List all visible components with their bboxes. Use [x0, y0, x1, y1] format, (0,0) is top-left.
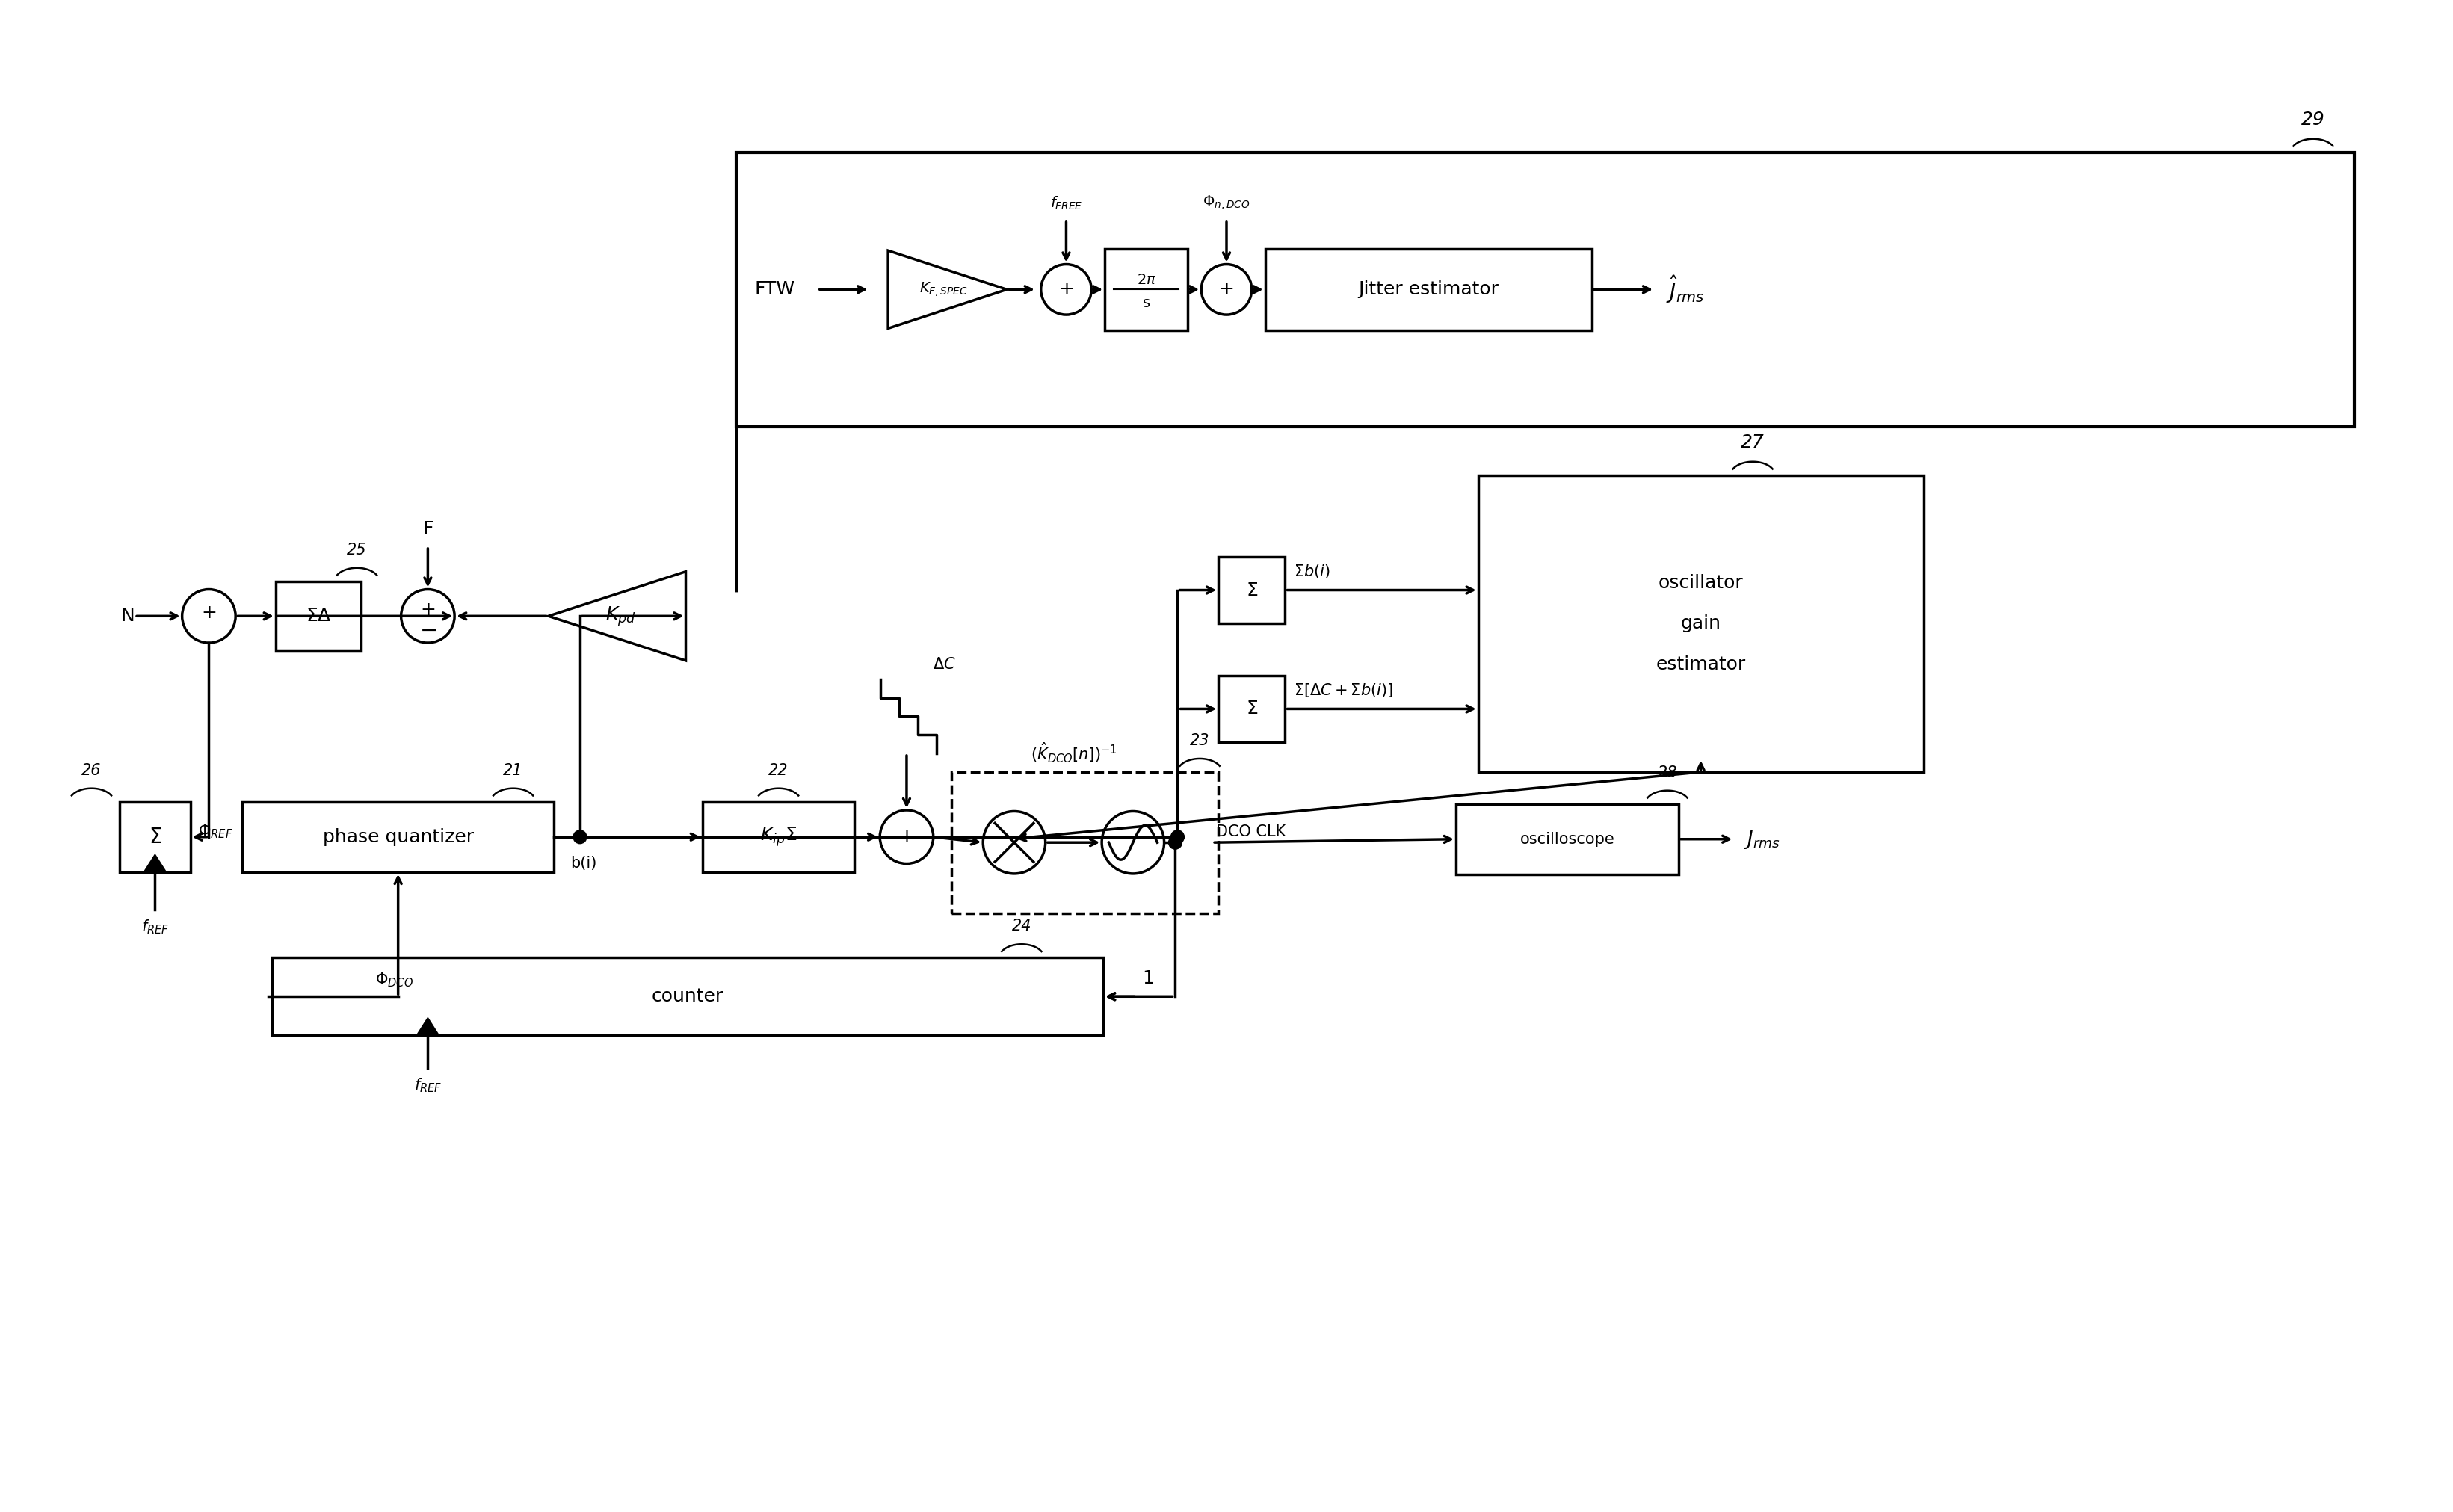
Text: oscilloscope: oscilloscope	[1521, 832, 1614, 847]
Text: $\Sigma\Delta$: $\Sigma\Delta$	[304, 608, 331, 624]
Circle shape	[574, 830, 586, 844]
Text: $\Delta C$: $\Delta C$	[932, 656, 957, 671]
Polygon shape	[145, 856, 164, 872]
Polygon shape	[888, 251, 1006, 328]
Text: s: s	[1143, 296, 1150, 310]
Bar	[952, 773, 1219, 913]
Text: +: +	[201, 605, 216, 621]
Text: $\hat{J}_{rms}$: $\hat{J}_{rms}$	[1666, 274, 1705, 305]
Bar	[1457, 804, 1678, 874]
Bar	[1479, 475, 1923, 773]
Text: 21: 21	[503, 764, 522, 777]
Text: N: N	[120, 608, 135, 624]
Bar	[272, 957, 1104, 1036]
Text: $\Sigma b(i)$: $\Sigma b(i)$	[1295, 562, 1330, 579]
Circle shape	[881, 810, 932, 863]
Text: $(\hat{K}_{DCO}[n])^{-1}$: $(\hat{K}_{DCO}[n])^{-1}$	[1030, 741, 1116, 765]
Text: $\Phi_{REF}$: $\Phi_{REF}$	[199, 823, 233, 839]
Text: 23: 23	[1190, 733, 1209, 748]
Bar	[1219, 676, 1285, 742]
Bar	[702, 801, 854, 872]
Text: $K_{pd}$: $K_{pd}$	[606, 605, 635, 627]
Text: oscillator: oscillator	[1658, 573, 1744, 591]
Text: 25: 25	[346, 543, 368, 558]
Text: +: +	[1219, 281, 1234, 298]
Circle shape	[984, 812, 1045, 874]
Circle shape	[1170, 830, 1185, 844]
Circle shape	[1101, 812, 1165, 874]
Text: +: +	[898, 829, 915, 845]
Bar	[1219, 556, 1285, 623]
Text: +: +	[419, 602, 437, 618]
Text: $f_{REF}$: $f_{REF}$	[142, 918, 169, 936]
Bar	[1104, 248, 1187, 330]
Text: 27: 27	[1742, 434, 1764, 451]
Polygon shape	[549, 572, 687, 661]
Bar	[120, 801, 191, 872]
Text: $J_{rms}$: $J_{rms}$	[1744, 829, 1781, 850]
Text: 29: 29	[2301, 110, 2325, 129]
Text: b(i): b(i)	[572, 856, 596, 871]
Circle shape	[1202, 265, 1251, 314]
Text: $K_{ip}\Sigma$: $K_{ip}\Sigma$	[760, 826, 797, 848]
Text: $\Sigma$: $\Sigma$	[1246, 700, 1258, 718]
Text: $f_{FREE}$: $f_{FREE}$	[1050, 195, 1082, 212]
Bar	[1266, 248, 1592, 330]
Text: 26: 26	[81, 764, 101, 777]
Circle shape	[182, 590, 235, 643]
Text: $K_{F,SPEC}$: $K_{F,SPEC}$	[920, 281, 969, 298]
Text: −: −	[419, 620, 439, 641]
Text: 1: 1	[1143, 969, 1153, 987]
Text: estimator: estimator	[1656, 655, 1747, 673]
Text: FTW: FTW	[756, 281, 795, 298]
Text: gain: gain	[1680, 614, 1722, 632]
Text: $2\pi$: $2\pi$	[1136, 272, 1155, 287]
Bar	[736, 153, 2355, 426]
Text: $\Sigma[\Delta C+\Sigma b(i)]$: $\Sigma[\Delta C+\Sigma b(i)]$	[1295, 682, 1393, 699]
Text: 28: 28	[1658, 765, 1678, 780]
Text: counter: counter	[652, 987, 724, 1005]
Circle shape	[402, 590, 454, 643]
Text: 22: 22	[768, 764, 787, 777]
Text: +: +	[1057, 281, 1074, 298]
Text: $\Sigma$: $\Sigma$	[1246, 581, 1258, 599]
Text: $\Phi_{n,DCO}$: $\Phi_{n,DCO}$	[1202, 194, 1251, 212]
Text: 24: 24	[1011, 919, 1033, 934]
Polygon shape	[417, 1019, 439, 1036]
Text: DCO CLK: DCO CLK	[1217, 824, 1285, 839]
Text: Jitter estimator: Jitter estimator	[1359, 281, 1499, 298]
Circle shape	[1168, 836, 1182, 850]
Text: $\Sigma$: $\Sigma$	[147, 827, 162, 847]
Circle shape	[1040, 265, 1092, 314]
Text: $f_{REF}$: $f_{REF}$	[415, 1077, 442, 1093]
Text: $\Phi_{DCO}$: $\Phi_{DCO}$	[375, 971, 415, 989]
Bar	[275, 581, 361, 652]
Bar	[243, 801, 554, 872]
Text: phase quantizer: phase quantizer	[324, 829, 473, 845]
Text: F: F	[422, 520, 434, 538]
